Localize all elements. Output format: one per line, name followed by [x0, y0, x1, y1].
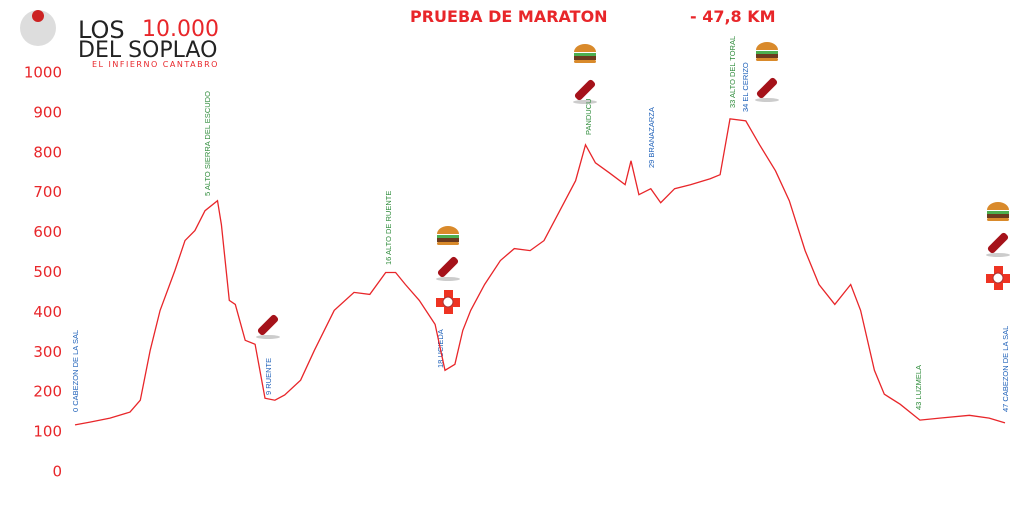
coke-icon — [986, 253, 1010, 257]
annotation-text: 9 RUENTE — [264, 358, 273, 395]
coke-icon — [755, 98, 779, 102]
annotation-text: 0 CABEZON DE LA SAL — [71, 330, 80, 412]
y-tick-label: 0 — [52, 463, 62, 481]
coke-icon — [573, 100, 597, 104]
burger-icon — [574, 44, 596, 52]
annotation: 16 ALTO DE RUENTE — [384, 191, 393, 265]
coke-icon — [257, 314, 279, 336]
logo-icon — [20, 10, 56, 46]
burger-icon — [756, 42, 778, 50]
annotation: 34 EL CERIZO — [741, 62, 750, 112]
coke-icon — [574, 79, 596, 101]
annotation: 33 ALTO DEL TORAL — [728, 36, 737, 108]
annotation-text: 33 ALTO DEL TORAL — [728, 36, 737, 108]
logo-text: DEL SOPLAO — [78, 38, 217, 63]
annotation-text: 34 EL CERIZO — [741, 62, 750, 112]
y-tick-label: 100 — [33, 423, 62, 441]
annotation-text: 16 ALTO DE RUENTE — [384, 191, 393, 265]
aid-icon — [992, 272, 1004, 284]
y-tick-label: 800 — [33, 143, 62, 161]
coke-icon — [437, 256, 459, 278]
burger-icon — [756, 51, 778, 54]
logo: LOS 10.000 DEL SOPLAO EL INFIERNO CANTAB… — [20, 10, 219, 69]
burger-icon — [756, 54, 778, 58]
annotation: 5 ALTO SIERRA DEL ESCUDO — [203, 91, 212, 196]
coke-icon — [436, 277, 460, 281]
annotation: 29 BRANAZARZA — [647, 107, 656, 168]
burger-icon — [987, 202, 1009, 210]
y-tick-label: 900 — [33, 103, 62, 121]
y-tick-label: 600 — [33, 223, 62, 241]
aid-icon — [442, 296, 454, 308]
y-tick-label: 500 — [33, 263, 62, 281]
logo-text: LOS — [78, 16, 125, 44]
chart-title: PRUEBA DE MARATON — [410, 7, 608, 26]
icons — [256, 42, 1010, 339]
annotation-text: 5 ALTO SIERRA DEL ESCUDO — [203, 91, 212, 196]
burger-icon — [437, 242, 459, 245]
y-tick-label: 700 — [33, 183, 62, 201]
elevation-line — [74, 118, 1006, 426]
annotation: 43 LUZMELA — [914, 365, 923, 410]
y-tick-label: 1000 — [24, 64, 62, 82]
y-tick-label: 300 — [33, 343, 62, 361]
burger-icon — [756, 58, 778, 61]
coke-icon — [756, 77, 778, 99]
annotation: PANDUCU — [584, 98, 593, 135]
burger-icon — [437, 238, 459, 242]
annotation-text: 47 CABEZON DE LA SAL — [1001, 326, 1010, 412]
annotation-text: 43 LUZMELA — [914, 365, 923, 410]
annotation: 47 CABEZON DE LA SAL — [1001, 326, 1010, 412]
burger-icon — [574, 56, 596, 60]
annotation-text: 29 BRANAZARZA — [647, 107, 656, 168]
burger-icon — [574, 53, 596, 56]
y-tick-label: 200 — [33, 383, 62, 401]
coke-icon — [987, 232, 1009, 254]
annotation: 0 CABEZON DE LA SAL — [71, 330, 80, 412]
annotation: 9 RUENTE — [264, 358, 273, 395]
burger-icon — [987, 214, 1009, 218]
annotation-text: PANDUCU — [584, 98, 593, 135]
burger-icon — [574, 60, 596, 63]
chart-subtitle: - 47,8 KM — [690, 7, 776, 26]
burger-icon — [987, 211, 1009, 214]
logo-tagline: EL INFIERNO CANTABRO — [92, 60, 219, 69]
logo-icon — [32, 10, 44, 22]
burger-icon — [987, 218, 1009, 221]
burger-icon — [437, 226, 459, 234]
coke-icon — [256, 335, 280, 339]
burger-icon — [437, 235, 459, 238]
logo-text: 10.000 — [142, 17, 219, 42]
y-tick-label: 400 — [33, 303, 62, 321]
